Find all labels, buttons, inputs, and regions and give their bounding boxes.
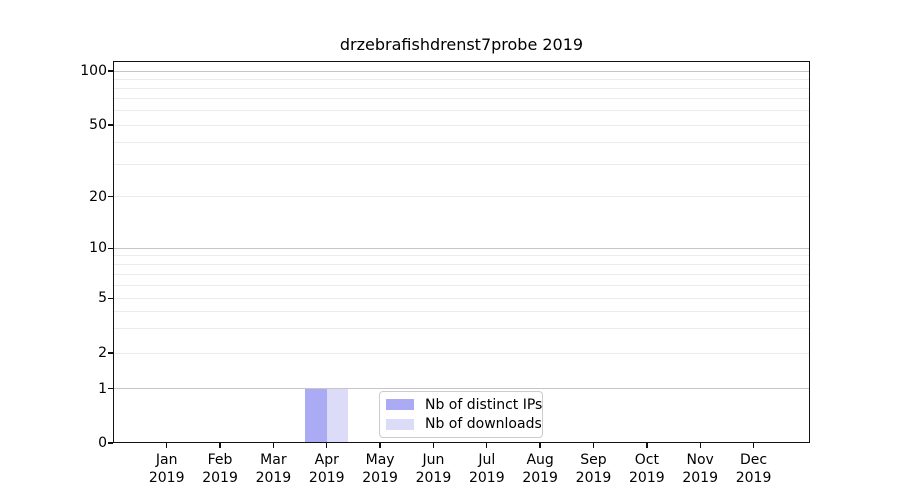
x-tick-mark-mar xyxy=(272,443,275,448)
y-tick-label-2: 2 xyxy=(98,345,107,361)
x-tick-mark-sep xyxy=(592,443,595,448)
legend-swatch-downloads xyxy=(386,418,414,430)
x-tick-mark-jan xyxy=(166,443,168,448)
x-tick-label-dec: Dec 2019 xyxy=(735,452,772,486)
x-tick-label-mar: Mar 2019 xyxy=(255,452,292,486)
gridline-y-70 xyxy=(113,98,810,100)
x-tick-label-oct: Oct 2019 xyxy=(629,452,665,486)
x-tick-mark-aug xyxy=(539,443,541,448)
x-tick-label-jul: Jul 2019 xyxy=(468,452,505,486)
x-tick-label-feb: Feb 2019 xyxy=(202,452,238,486)
y-tick-mark-20 xyxy=(108,196,113,198)
x-tick-mark-apr xyxy=(326,443,328,448)
gridline-y-4 xyxy=(113,311,810,313)
gridline-y-1 xyxy=(113,388,810,390)
gridline-y-40 xyxy=(113,141,810,143)
x-tick-label-aug: Aug 2019 xyxy=(522,452,558,486)
x-tick-mark-may xyxy=(379,443,381,448)
y-tick-mark-1 xyxy=(108,388,113,390)
x-tick-mark-nov xyxy=(699,443,701,448)
gridline-y-8 xyxy=(113,263,810,265)
gridline-y-60 xyxy=(113,110,810,112)
x-tick-mark-oct xyxy=(646,443,648,448)
y-tick-label-5: 5 xyxy=(98,290,107,307)
x-tick-mark-jun xyxy=(432,443,435,448)
legend-item-distinct-ips: Nb of distinct IPs xyxy=(386,396,542,414)
y-tick-label-0: 0 xyxy=(98,435,107,451)
bar-nb-of-distinct-ips-apr xyxy=(305,388,327,443)
x-tick-label-apr: Apr 2019 xyxy=(308,452,345,486)
gridline-y-50 xyxy=(113,124,810,126)
legend-item-downloads: Nb of downloads xyxy=(386,416,542,434)
y-tick-label-100: 100 xyxy=(80,63,107,79)
legend-swatch-distinct-ips xyxy=(386,399,414,411)
gridline-y-80 xyxy=(113,87,810,89)
gridline-y-90 xyxy=(113,78,810,80)
bar-nb-of-downloads-apr xyxy=(326,388,349,443)
plot-border xyxy=(113,61,810,443)
y-tick-mark-2 xyxy=(108,352,113,354)
x-tick-mark-dec xyxy=(752,443,755,448)
gridline-y-10 xyxy=(113,247,810,249)
gridline-y-100 xyxy=(113,70,810,72)
gridline-y-7 xyxy=(113,273,810,275)
gridline-y-9 xyxy=(113,255,810,257)
y-tick-mark-0 xyxy=(108,442,113,444)
gridline-y-2 xyxy=(113,352,810,354)
x-tick-mark-jul xyxy=(486,443,488,448)
y-tick-label-10: 10 xyxy=(89,240,107,257)
y-tick-mark-50 xyxy=(108,124,113,126)
x-tick-label-sep: Sep 2019 xyxy=(575,452,612,486)
gridline-y-20 xyxy=(113,196,810,198)
gridline-y-30 xyxy=(113,164,810,166)
x-tick-label-jun: Jun 2019 xyxy=(415,452,452,486)
y-tick-label-1: 1 xyxy=(98,380,107,397)
x-tick-label-may: May 2019 xyxy=(362,452,398,486)
y-tick-label-20: 20 xyxy=(89,188,107,205)
y-tick-label-50: 50 xyxy=(89,117,107,133)
x-tick-label-nov: Nov 2019 xyxy=(682,452,718,486)
x-tick-mark-feb xyxy=(219,443,221,448)
gridline-y-6 xyxy=(113,284,810,286)
x-tick-label-jan: Jan 2019 xyxy=(148,452,185,486)
y-tick-mark-10 xyxy=(108,247,113,249)
legend-label-downloads: Nb of downloads xyxy=(425,416,542,433)
y-tick-mark-100 xyxy=(108,70,113,72)
legend-label-distinct-ips: Nb of distinct IPs xyxy=(425,396,543,413)
legend: Nb of distinct IPs Nb of downloads xyxy=(379,391,543,438)
gridline-y-3 xyxy=(113,328,810,330)
y-tick-mark-5 xyxy=(108,297,113,299)
gridline-y-5 xyxy=(113,297,810,299)
chart-title: drzebrafishdrenst7probe 2019 xyxy=(339,35,584,54)
